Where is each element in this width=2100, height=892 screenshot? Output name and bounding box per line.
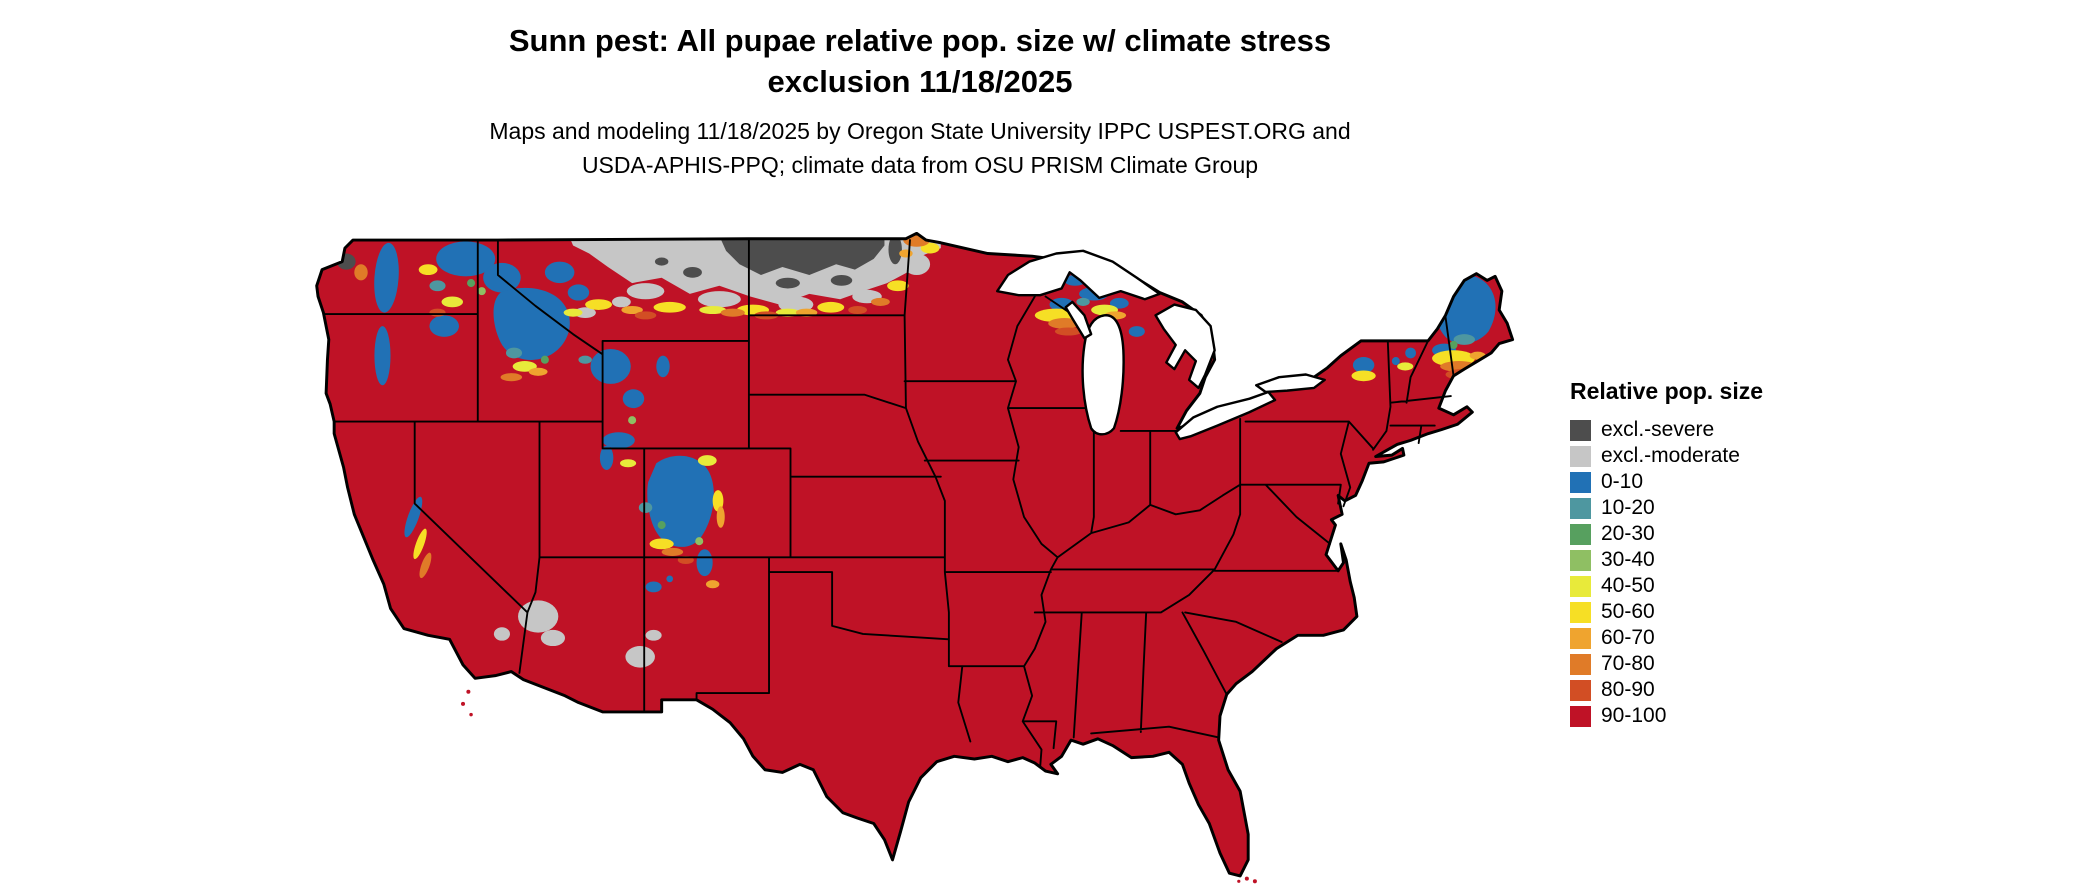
header: Sunn pest: All pupae relative pop. size … — [0, 20, 1840, 182]
lake-huron — [1154, 303, 1216, 390]
offshore-specks — [460, 689, 1257, 884]
map-title-line1: Sunn pest: All pupae relative pop. size … — [508, 23, 1332, 58]
legend-label-b70_80: 70-80 — [1601, 652, 1655, 675]
legend-swatch-b10_20 — [1570, 497, 1591, 519]
legend-swatch-ex_moderate — [1570, 445, 1591, 467]
lake-ontario — [1255, 373, 1326, 394]
legend-swatch-b40_50 — [1570, 575, 1591, 597]
legend-swatch-ex_severe — [1570, 419, 1591, 441]
legend-item-b60_70: 60-70 — [1570, 625, 1763, 651]
us-map — [310, 232, 1522, 884]
legend-swatch-b0_10 — [1570, 471, 1591, 493]
legend-swatch-b30_40 — [1570, 549, 1591, 571]
legend-item-b0_10: 0-10 — [1570, 469, 1763, 495]
lake-michigan — [1081, 314, 1125, 436]
map-subtitle-line2: USDA-APHIS-PPQ; climate data from OSU PR… — [581, 152, 1259, 178]
legend-swatch-b20_30 — [1570, 523, 1591, 545]
legend-label-b40_50: 40-50 — [1601, 574, 1655, 597]
legend-label-ex_moderate: excl.-moderate — [1601, 444, 1740, 467]
map-subtitle-line1: Maps and modeling 11/18/2025 by Oregon S… — [489, 118, 1351, 144]
legend-label-b90_100: 90-100 — [1601, 704, 1667, 727]
legend-item-b80_90: 80-90 — [1570, 677, 1763, 703]
legend-item-b70_80: 70-80 — [1570, 651, 1763, 677]
legend-swatch-b50_60 — [1570, 601, 1591, 623]
map-subtitle: Maps and modeling 11/18/2025 by Oregon S… — [0, 114, 1840, 182]
legend-label-b0_10: 0-10 — [1601, 470, 1644, 493]
legend-item-b20_30: 20-30 — [1570, 521, 1763, 547]
legend-item-b30_40: 30-40 — [1570, 547, 1763, 573]
lake-erie — [1174, 390, 1277, 441]
legend-swatch-b60_70 — [1570, 627, 1591, 649]
legend-item-ex_severe: excl.-severe — [1570, 417, 1763, 443]
map-title-line2: exclusion 11/18/2025 — [767, 64, 1073, 99]
legend-swatch-b80_90 — [1570, 679, 1591, 701]
legend-item-b40_50: 40-50 — [1570, 573, 1763, 599]
green-bay — [1064, 300, 1093, 340]
legend-label-b20_30: 20-30 — [1601, 522, 1655, 545]
legend-items: excl.-severe excl.-moderate 0-10 10-20 20-30… — [1570, 417, 1763, 729]
legend-item-ex_moderate: excl.-moderate — [1570, 443, 1763, 469]
map-title: Sunn pest: All pupae relative pop. size … — [0, 20, 1840, 102]
legend-item-b50_60: 50-60 — [1570, 599, 1763, 625]
legend-swatch-b90_100 — [1570, 705, 1591, 727]
map-canvas — [315, 232, 1515, 884]
legend-swatch-b70_80 — [1570, 653, 1591, 675]
legend-label-b30_40: 30-40 — [1601, 548, 1655, 571]
legend-label-b50_60: 50-60 — [1601, 600, 1655, 623]
legend-label-ex_severe: excl.-severe — [1601, 418, 1715, 441]
lake-superior — [995, 249, 1161, 301]
legend-title: Relative pop. size — [1570, 378, 1764, 404]
legend-item-b10_20: 10-20 — [1570, 495, 1763, 521]
legend-item-b90_100: 90-100 — [1570, 703, 1763, 729]
legend-label-b10_20: 10-20 — [1601, 496, 1655, 519]
legend: Relative pop. size excl.-severe excl.-mod… — [1570, 378, 1763, 729]
legend-label-b80_90: 80-90 — [1601, 678, 1655, 701]
legend-label-b60_70: 60-70 — [1601, 626, 1655, 649]
